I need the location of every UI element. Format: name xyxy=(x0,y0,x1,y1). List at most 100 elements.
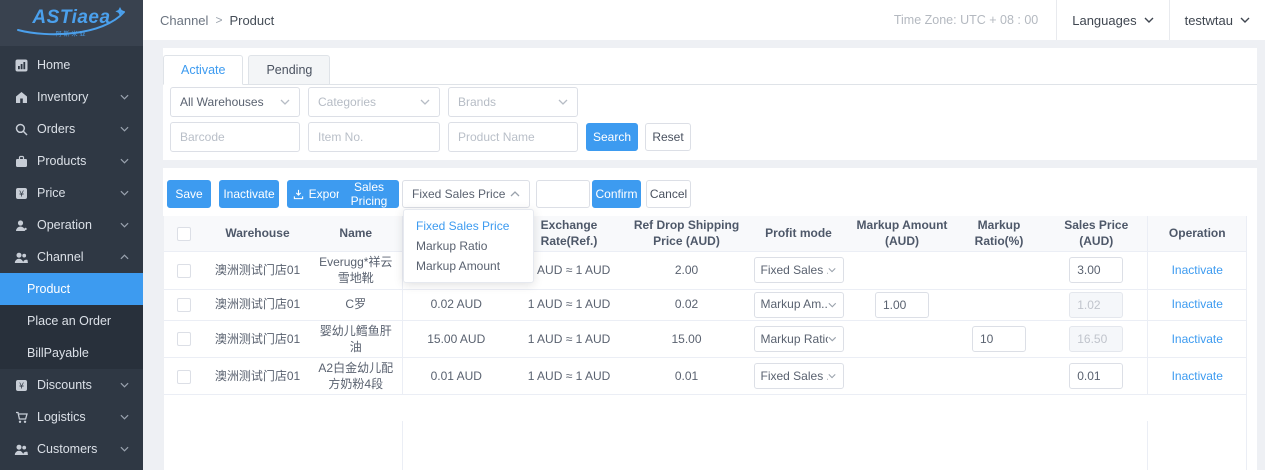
chevron-down-icon xyxy=(120,126,129,132)
chevron-up-icon xyxy=(120,254,129,260)
tab-bar: Activate Pending xyxy=(163,55,1257,85)
dropdown-option-markup-ratio[interactable]: Markup Ratio xyxy=(416,239,488,253)
chevron-down-icon xyxy=(828,373,837,379)
sales-price-input[interactable] xyxy=(1069,363,1124,390)
cancel-button[interactable]: Cancel xyxy=(646,180,691,208)
breadcrumb-parent[interactable]: Channel xyxy=(160,12,209,28)
topbar-right: Time Zone: UTC + 08 : 00 Languages testw… xyxy=(894,0,1265,40)
breadcrumb-separator: > xyxy=(215,13,223,27)
sidebar-item-home[interactable]: Home xyxy=(0,49,143,81)
inactivate-link[interactable]: Inactivate xyxy=(1171,369,1223,384)
tab-pending[interactable]: Pending xyxy=(248,55,331,85)
sidebar-item-products[interactable]: Products xyxy=(0,145,143,177)
products-table: Warehouse Name Exchange Rate(Ref.) Ref D… xyxy=(163,216,1247,396)
header-name: Name xyxy=(310,216,403,253)
sidebar-item-inventory[interactable]: Inventory xyxy=(0,81,143,113)
sales-price-input[interactable] xyxy=(1069,257,1124,284)
product-name-input[interactable] xyxy=(448,122,578,152)
profit-mode-value: Fixed Sales ... xyxy=(760,369,829,384)
fixed-right-column-divider xyxy=(1147,421,1148,470)
main-content: Activate Pending All Warehouses Categori… xyxy=(143,40,1265,470)
inactivate-link[interactable]: Inactivate xyxy=(1171,331,1223,346)
sales-pricing-button[interactable]: Sales Pricing xyxy=(339,180,399,208)
cell-exchange-rate: 1 AUD ≈ 1 AUD xyxy=(510,320,628,358)
sidebar-item-place-an-order[interactable]: Place an Order xyxy=(0,305,143,337)
sidebar-item-customers[interactable]: Customers xyxy=(0,433,143,465)
sidebar-item-operation[interactable]: Operation xyxy=(0,209,143,241)
inactivate-button[interactable]: Inactivate xyxy=(219,180,279,208)
header-ref-drop-price: Ref Drop Shipping Price (AUD) xyxy=(628,216,745,253)
sidebar-item-orders[interactable]: Orders xyxy=(0,113,143,145)
sidebar-item-billpayable[interactable]: BillPayable xyxy=(0,337,143,369)
header-sales-price: Sales Price (AUD) xyxy=(1046,216,1147,253)
profit-mode-select[interactable]: Fixed Sales ... xyxy=(753,363,844,390)
sidebar-item-product[interactable]: Product xyxy=(0,273,143,305)
sidebar-item-label: Orders xyxy=(37,122,76,136)
chart-icon xyxy=(14,58,28,72)
profit-mode-select[interactable]: Markup Ratio xyxy=(753,325,844,352)
cell-warehouse: 澳洲测试门店01 xyxy=(205,289,310,321)
header-operation: Operation xyxy=(1146,216,1247,253)
chevron-up-icon xyxy=(510,191,520,197)
breadcrumb: Channel > Product xyxy=(143,0,274,40)
chevron-down-icon xyxy=(828,267,837,273)
sidebar-item-label: Products xyxy=(37,154,87,168)
tab-activate[interactable]: Activate xyxy=(163,55,244,85)
svg-text:¥: ¥ xyxy=(18,189,23,198)
profit-mode-value: Fixed Sales ... xyxy=(760,263,829,278)
topbar: Channel > Product Time Zone: UTC + 08 : … xyxy=(143,0,1265,40)
search-button[interactable]: Search xyxy=(586,123,638,151)
dropdown-option-fixed-sales-price[interactable]: Fixed Sales Price xyxy=(416,219,510,233)
cart-icon xyxy=(14,410,28,424)
warehouse-select[interactable]: All Warehouses xyxy=(170,87,300,117)
sidebar-item-logistics[interactable]: Logistics xyxy=(0,401,143,433)
chevron-down-icon xyxy=(120,190,129,196)
pricing-value-input[interactable] xyxy=(536,180,590,208)
select-all-checkbox[interactable] xyxy=(177,226,191,241)
discount-tag-icon: ¥ xyxy=(14,378,28,392)
filters-card: Activate Pending All Warehouses Categori… xyxy=(163,48,1257,160)
cell-price: 15.00 AUD xyxy=(402,320,510,358)
sidebar-item-price[interactable]: ¥ Price xyxy=(0,177,143,209)
profit-mode-select[interactable]: Fixed Sales ... xyxy=(753,257,844,284)
header-profit-mode: Profit mode xyxy=(745,216,852,253)
row-checkbox[interactable] xyxy=(177,264,191,279)
brands-select[interactable]: Brands xyxy=(448,87,578,117)
cell-warehouse: 澳洲测试门店01 xyxy=(205,357,310,396)
pricing-mode-select[interactable]: Fixed Sales Price xyxy=(402,180,530,208)
row-checkbox[interactable] xyxy=(177,332,191,347)
languages-label: Languages xyxy=(1072,12,1137,28)
chevron-down-icon xyxy=(420,99,430,105)
sidebar-item-label: Discounts xyxy=(37,378,92,392)
profit-mode-value: Markup Ratio xyxy=(760,331,828,346)
markup-ratio-input[interactable] xyxy=(972,325,1026,352)
chevron-down-icon xyxy=(120,158,129,164)
inactivate-link[interactable]: Inactivate xyxy=(1171,263,1223,278)
dropdown-option-markup-amount[interactable]: Markup Amount xyxy=(416,259,501,273)
languages-menu[interactable]: Languages xyxy=(1056,0,1168,40)
export-icon xyxy=(293,189,304,200)
markup-amount-input[interactable] xyxy=(875,291,929,318)
inactivate-link[interactable]: Inactivate xyxy=(1171,297,1223,312)
barcode-input[interactable] xyxy=(170,122,300,152)
cell-exchange-rate: 1 AUD ≈ 1 AUD xyxy=(510,289,628,321)
chevron-down-icon xyxy=(120,94,129,100)
row-checkbox[interactable] xyxy=(177,298,191,313)
user-menu[interactable]: testwtau xyxy=(1168,0,1265,40)
profit-mode-select[interactable]: Markup Am... xyxy=(753,291,844,318)
save-button[interactable]: Save xyxy=(167,180,211,208)
categories-select[interactable]: Categories xyxy=(308,87,440,117)
item-no-input[interactable] xyxy=(308,122,440,152)
confirm-button[interactable]: Confirm xyxy=(592,180,641,208)
reset-button[interactable]: Reset xyxy=(645,123,691,151)
brand-logo-subtext: 阿斯米亚 xyxy=(55,32,88,38)
people-icon xyxy=(14,442,28,456)
brand-logo[interactable]: ASTiaea 阿斯米亚 xyxy=(0,0,143,46)
sidebar-item-discounts[interactable]: ¥ Discounts xyxy=(0,369,143,401)
chevron-down-icon xyxy=(1144,17,1154,23)
export-button[interactable]: Export xyxy=(287,180,349,208)
table-row: 澳洲测试门店01 Everugg*祥云雪地靴 1 AUD ≈ 1 AUD 2.0… xyxy=(163,251,1247,290)
sidebar-item-channel[interactable]: Channel xyxy=(0,241,143,273)
table-row: 澳洲测试门店01 C罗 0.02 AUD 1 AUD ≈ 1 AUD 0.02 … xyxy=(163,289,1247,321)
row-checkbox[interactable] xyxy=(177,369,191,384)
